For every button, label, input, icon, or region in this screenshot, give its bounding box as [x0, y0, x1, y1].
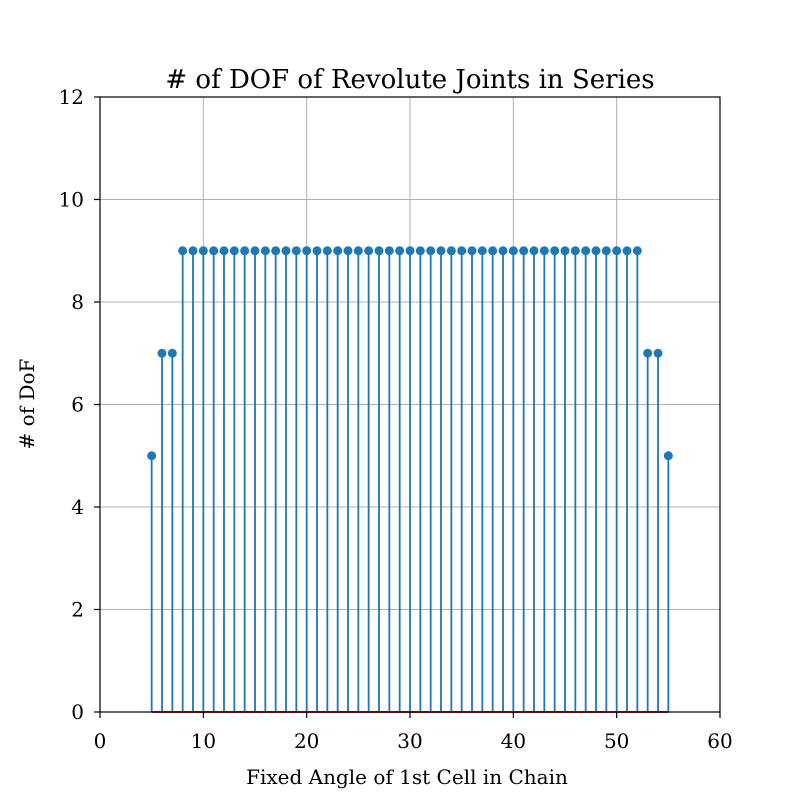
- stem-marker: [302, 246, 312, 256]
- x-tick-label: 60: [707, 729, 732, 753]
- stem-marker: [601, 246, 611, 256]
- y-tick-label: 2: [71, 598, 84, 622]
- stem-marker: [663, 451, 673, 461]
- stem-marker: [353, 246, 363, 256]
- stem-marker: [415, 246, 425, 256]
- stem-marker: [529, 246, 539, 256]
- stem-marker: [271, 246, 281, 256]
- stem-marker: [147, 451, 157, 461]
- stem-marker: [209, 246, 219, 256]
- y-tick-label: 6: [71, 393, 84, 417]
- stem-marker: [519, 246, 529, 256]
- stem-layer: [150, 250, 670, 713]
- stem-marker: [570, 246, 580, 256]
- stem-marker: [333, 246, 343, 256]
- stem-marker: [488, 246, 498, 256]
- stem-marker: [343, 246, 353, 256]
- stem-marker: [312, 246, 322, 256]
- stem-marker: [446, 246, 456, 256]
- stem-marker: [653, 348, 663, 358]
- stem-marker: [384, 246, 394, 256]
- x-tick-label: 20: [294, 729, 319, 753]
- stem-marker: [539, 246, 549, 256]
- stem-marker: [622, 246, 632, 256]
- stem-marker: [508, 246, 518, 256]
- stem-marker: [591, 246, 601, 256]
- y-tick-label: 8: [71, 290, 84, 314]
- stem-marker: [198, 246, 208, 256]
- stem-marker: [188, 246, 198, 256]
- stem-marker: [291, 246, 301, 256]
- y-tick-label: 4: [71, 495, 84, 519]
- y-tick-label: 12: [59, 85, 84, 109]
- stem-marker: [260, 246, 270, 256]
- stem-marker: [240, 246, 250, 256]
- stem-marker: [219, 246, 229, 256]
- stem-marker: [643, 348, 653, 358]
- stem-marker: [167, 348, 177, 358]
- y-tick-label: 10: [59, 188, 84, 212]
- stem-marker: [281, 246, 291, 256]
- stem-marker: [550, 246, 560, 256]
- y-axis-label: # of DoF: [15, 358, 39, 449]
- stem-marker: [498, 246, 508, 256]
- stem-marker: [467, 246, 477, 256]
- stem-marker: [157, 348, 167, 358]
- x-tick-label: 30: [397, 729, 422, 753]
- stem-marker: [581, 246, 591, 256]
- marker-layer: [147, 246, 673, 461]
- stem-marker: [250, 246, 260, 256]
- x-tick-label: 0: [94, 729, 107, 753]
- x-tick-label: 40: [501, 729, 526, 753]
- stem-marker: [364, 246, 374, 256]
- tick-layer: 0 10 20 30 40 50 60 0 2 4 6 8 10 12: [59, 85, 733, 753]
- x-tick-label: 10: [191, 729, 216, 753]
- stem-marker: [612, 246, 622, 256]
- stem-marker: [632, 246, 642, 256]
- stem-marker: [178, 246, 188, 256]
- stem-marker: [426, 246, 436, 256]
- stem-marker: [436, 246, 446, 256]
- chart-title: # of DOF of Revolute Joints in Series: [165, 65, 654, 95]
- stem-marker: [560, 246, 570, 256]
- stem-marker: [457, 246, 467, 256]
- x-axis-label: Fixed Angle of 1st Cell in Chain: [246, 765, 568, 789]
- stem-marker: [405, 246, 415, 256]
- stem-marker: [395, 246, 405, 256]
- y-tick-label: 0: [71, 700, 84, 724]
- x-tick-label: 50: [604, 729, 629, 753]
- stem-marker: [374, 246, 384, 256]
- stem-marker: [322, 246, 332, 256]
- stem-marker: [229, 246, 239, 256]
- stem-marker: [477, 246, 487, 256]
